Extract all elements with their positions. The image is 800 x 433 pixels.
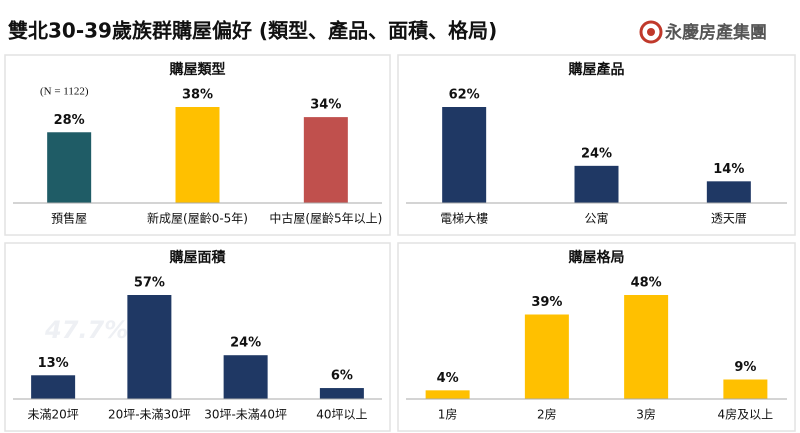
value-label: 48% (631, 276, 662, 291)
x-tick-label: 電梯大樓 (440, 211, 488, 226)
bar (723, 379, 768, 399)
value-label: 24% (581, 146, 612, 161)
bar (425, 390, 470, 399)
value-label: 38% (182, 88, 213, 103)
sample-note: (N = 1122) (40, 86, 89, 98)
bar (524, 314, 569, 399)
value-label: 62% (449, 88, 480, 103)
x-tick-label: 透天厝 (711, 212, 747, 226)
bar (574, 165, 619, 203)
bar (223, 355, 268, 399)
x-tick-label: 30坪-未滿40坪 (204, 408, 287, 422)
value-label: 39% (531, 295, 562, 310)
x-tick-label: 3房 (636, 407, 656, 422)
x-tick-label: 40坪以上 (316, 408, 367, 422)
x-tick-label: 預售屋 (51, 211, 87, 226)
value-label: 4% (437, 371, 459, 386)
value-label: 9% (734, 360, 756, 375)
bar (624, 295, 669, 399)
brand-logo (639, 20, 663, 44)
value-label: 57% (134, 276, 165, 291)
bar (319, 388, 364, 399)
bar (47, 132, 92, 203)
x-tick-label: 中古屋(屋齡5年以上) (269, 211, 382, 226)
chart-title: 購屋類型 (169, 61, 226, 78)
x-tick-label: 公寓 (584, 211, 608, 226)
panel (397, 242, 796, 432)
x-tick-label: 1房 (438, 407, 458, 422)
bar (442, 107, 487, 203)
bar (31, 375, 76, 399)
bar (175, 107, 220, 203)
watermark: 47.7% (44, 316, 128, 344)
bar (706, 181, 751, 203)
x-tick-label: 4房及以上 (718, 407, 774, 422)
x-tick-label: 20坪-未滿30坪 (108, 408, 191, 422)
chart-title: 購屋面積 (169, 249, 227, 266)
x-tick-label: 新成屋(屋齡0-5年) (147, 211, 248, 226)
panel (4, 242, 391, 432)
value-label: 24% (230, 336, 261, 351)
value-label: 13% (38, 356, 69, 371)
value-label: 34% (310, 98, 341, 113)
x-tick-label: 2房 (537, 407, 557, 422)
x-tick-label: 未滿20坪 (27, 408, 78, 422)
value-label: 6% (331, 369, 353, 384)
value-label: 28% (54, 113, 85, 128)
chart-title: 購屋產品 (568, 61, 625, 78)
bar (127, 295, 172, 399)
brand-name: 永慶房產集團 (664, 22, 767, 43)
chart-title: 購屋格局 (568, 249, 625, 266)
value-label: 14% (713, 162, 744, 177)
page-title: 雙北30-39歲族群購屋偏好 (類型、產品、面積、格局) (8, 19, 497, 43)
bar (303, 117, 348, 203)
